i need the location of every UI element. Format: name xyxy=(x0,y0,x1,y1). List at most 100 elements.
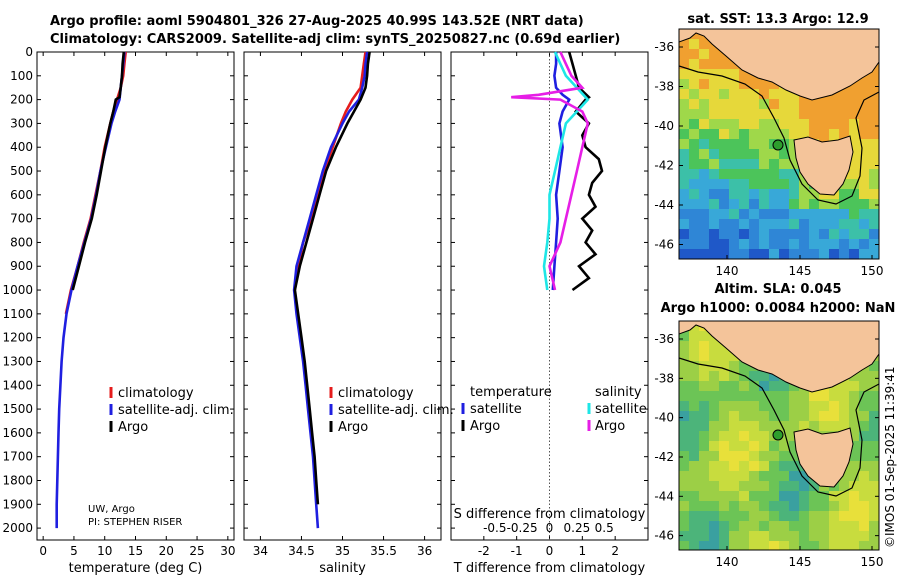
sst-cell xyxy=(779,249,789,259)
sst-cell xyxy=(759,139,769,149)
sst-map: sat. SST: 13.3 Argo: 12.9 -36 -38 -40 -42 -4… xyxy=(654,12,883,278)
sla-cell xyxy=(739,541,749,550)
sst-cell xyxy=(829,99,839,109)
sst-cell xyxy=(739,249,749,259)
sst-cell xyxy=(739,109,749,119)
sst-cell xyxy=(859,239,869,249)
pi-annotation: UW, Argo xyxy=(88,504,135,515)
sst-cell xyxy=(689,199,699,209)
sla-cell xyxy=(699,381,709,391)
sla-cell xyxy=(769,401,779,411)
sst-cell xyxy=(679,89,689,99)
sla-cell xyxy=(849,531,859,541)
sla-cell xyxy=(779,431,789,441)
sst-cell xyxy=(689,209,699,219)
sla-cell xyxy=(709,441,719,451)
sla-cell xyxy=(859,421,869,431)
sla-cell xyxy=(689,371,699,381)
sla-cell xyxy=(719,511,729,521)
sst-cell xyxy=(699,249,709,259)
sst-cell xyxy=(829,219,839,229)
sst-cell xyxy=(689,169,699,179)
sst-cell xyxy=(759,79,769,89)
series-climatology xyxy=(293,51,367,291)
sla-cell xyxy=(869,361,879,371)
series-temperature-Argo xyxy=(567,51,604,292)
sst-cell xyxy=(739,229,749,239)
sst-cell xyxy=(729,239,739,249)
sst-cell xyxy=(779,209,789,219)
sst-cell xyxy=(859,149,869,159)
sst-cell xyxy=(779,119,789,129)
sst-cell xyxy=(779,239,789,249)
sst-cell xyxy=(719,59,729,69)
sla-cell xyxy=(759,511,769,521)
sla-cell xyxy=(849,451,859,461)
sst-cell xyxy=(859,119,869,129)
sla-cell xyxy=(709,351,719,361)
sst-cell xyxy=(849,99,859,109)
sst-cell xyxy=(779,199,789,209)
sla-cell xyxy=(869,421,879,431)
x-tick-label: 34.5 xyxy=(288,544,315,558)
sla-cell xyxy=(709,541,719,550)
sst-cell xyxy=(719,219,729,229)
sst-cell xyxy=(849,219,859,229)
y-tick-label: 1300 xyxy=(2,354,33,368)
sla-cell xyxy=(689,501,699,511)
sla-cell xyxy=(739,431,749,441)
sst-cell xyxy=(809,99,819,109)
y-tick-label: 100 xyxy=(10,69,33,83)
sst-cell xyxy=(729,69,739,79)
sst-cell xyxy=(779,139,789,149)
sst-tasmania xyxy=(793,135,854,196)
lat-tick-label: -38 xyxy=(654,371,674,385)
sst-cell xyxy=(719,129,729,139)
sla-cell xyxy=(689,401,699,411)
sla-cell xyxy=(849,381,859,391)
sla-cell xyxy=(819,501,829,511)
sla-mainland xyxy=(679,321,879,393)
sla-cell xyxy=(689,391,699,401)
sst-cell xyxy=(729,89,739,99)
sst-cell xyxy=(799,239,809,249)
sst-cell xyxy=(759,129,769,139)
sst-cell xyxy=(809,229,819,239)
x-tick-label: -2 xyxy=(478,544,490,558)
lon-tick-label: 150 xyxy=(861,555,884,569)
sla-cell xyxy=(679,531,689,541)
sla-cell xyxy=(769,451,779,461)
differences-panel: -2 -1 0 1 2 T difference from climatology -0.5… xyxy=(450,51,649,576)
sst-cell xyxy=(789,129,799,139)
sst-cell xyxy=(719,159,729,169)
sst-cell xyxy=(869,169,879,179)
sla-cell xyxy=(779,521,789,531)
sst-cell xyxy=(759,189,769,199)
sst-cell xyxy=(799,189,809,199)
sla-cell xyxy=(749,491,759,501)
sst-cell xyxy=(769,169,779,179)
sla-cell xyxy=(729,431,739,441)
sst-cell xyxy=(679,209,689,219)
sla-cell xyxy=(709,431,719,441)
sst-cell xyxy=(739,69,749,79)
sst-cell xyxy=(749,89,759,99)
lat-tick-label: -40 xyxy=(654,119,674,133)
sla-cell xyxy=(839,541,849,550)
sla-cell xyxy=(799,421,809,431)
sst-cell xyxy=(679,69,689,79)
sla-cell xyxy=(739,421,749,431)
legend-label: satellite-adj. clim. xyxy=(338,403,454,418)
sst-cell xyxy=(719,189,729,199)
sst-cell xyxy=(679,159,689,169)
sst-cell xyxy=(749,159,759,169)
sst-cell xyxy=(739,199,749,209)
y-tick-label: 300 xyxy=(10,116,33,130)
sst-cell xyxy=(809,199,819,209)
x-tick-label: 15 xyxy=(128,544,143,558)
sst-cell xyxy=(729,179,739,189)
sst-cell xyxy=(869,189,879,199)
sst-cell xyxy=(749,169,759,179)
sla-cell xyxy=(759,401,769,411)
sst-cell xyxy=(709,189,719,199)
